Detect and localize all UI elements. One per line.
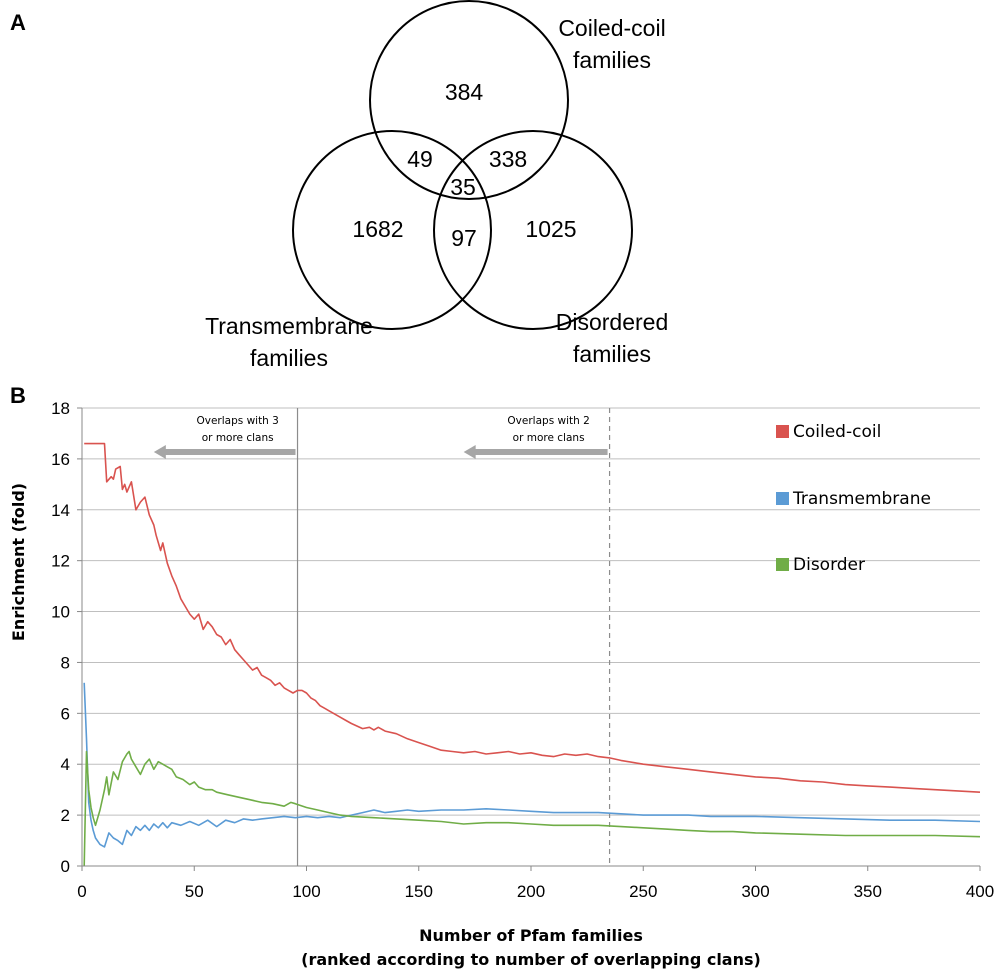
venn-count-all-three: 35 <box>450 174 476 200</box>
venn-label-disordered-line2: families <box>573 341 651 367</box>
y-axis-title: Enrichment (fold) <box>9 483 28 641</box>
legend-swatch-coiled-coil <box>776 425 789 438</box>
venn-count-coiled-only: 384 <box>445 79 484 105</box>
x-tick-label-50: 50 <box>185 882 204 901</box>
x-tick-label-200: 200 <box>517 882 545 901</box>
chart-tick-labels: 0 2 4 6 8 10 12 14 16 18 0 50 100 150 200 250 300 350 400 <box>51 399 994 901</box>
venn-circle-transmembrane <box>292 130 492 330</box>
y-tick-label-6: 6 <box>61 704 70 723</box>
legend-label-coiled-coil: Coiled-coil <box>793 422 881 442</box>
legend-swatch-transmembrane <box>776 492 789 505</box>
legend-swatch-disorder <box>776 558 789 571</box>
annotation-text-1-line2: or more clans <box>202 432 274 444</box>
venn-circle-coiled-coil <box>369 0 569 200</box>
chart-annotations: Overlaps with 3 or more clans Overlaps wit… <box>153 408 611 866</box>
chart-axes <box>77 407 981 871</box>
series-line-disorder <box>83 750 981 867</box>
panel-a-label: A <box>10 10 26 35</box>
annotation-text-2-line1: Overlaps with 2 <box>507 415 589 427</box>
x-axis-title: Number of Pfam families <box>419 926 643 945</box>
venn-count-transmembrane-disordered: 97 <box>451 225 477 251</box>
venn-label-coiled-line1: Coiled-coil <box>558 15 665 41</box>
panel-a: A Coiled-coil families Transmembrane fam… <box>10 0 669 371</box>
annotation-arrow-head-2 <box>463 445 476 459</box>
x-tick-label-300: 300 <box>741 882 769 901</box>
chart-series <box>83 442 981 867</box>
annotation-text-1-line1: Overlaps with 3 <box>196 415 278 427</box>
y-tick-label-12: 12 <box>51 552 70 571</box>
series-line-coiled-coil <box>84 442 981 793</box>
venn-count-coiled-disordered: 338 <box>489 146 527 172</box>
x-tick-label-250: 250 <box>629 882 657 901</box>
y-tick-label-0: 0 <box>61 857 70 876</box>
legend-label-transmembrane: Transmembrane <box>792 489 931 509</box>
panel-b-label: B <box>10 383 26 408</box>
venn-circle-disordered <box>433 130 633 330</box>
legend-label-disorder: Disorder <box>793 555 865 575</box>
x-axis-subtitle: (ranked according to number of overlappi… <box>301 950 761 969</box>
venn-count-coiled-transmembrane: 49 <box>407 146 433 172</box>
venn-count-disordered-only: 1025 <box>525 216 576 242</box>
chart-gridlines <box>82 407 980 816</box>
chart-legend: Coiled-coil Transmembrane Disorder <box>776 422 931 575</box>
y-tick-label-16: 16 <box>51 450 70 469</box>
venn-count-transmembrane-only: 1682 <box>352 216 403 242</box>
x-tick-label-0: 0 <box>77 882 86 901</box>
annotation-arrow-head-1 <box>153 445 166 459</box>
y-tick-label-2: 2 <box>61 806 70 825</box>
series-line-transmembrane <box>83 682 981 848</box>
y-tick-label-10: 10 <box>51 603 70 622</box>
x-tick-label-100: 100 <box>292 882 320 901</box>
x-tick-label-150: 150 <box>405 882 433 901</box>
x-tick-label-400: 400 <box>966 882 994 901</box>
venn-label-disordered-line1: Disordered <box>556 309 669 335</box>
venn-label-coiled-line2: families <box>573 47 651 73</box>
x-tick-label-350: 350 <box>854 882 882 901</box>
y-tick-label-18: 18 <box>51 399 70 418</box>
y-tick-label-14: 14 <box>51 501 70 520</box>
annotation-text-2-line2: or more clans <box>513 432 585 444</box>
y-tick-label-4: 4 <box>61 755 70 774</box>
y-tick-label-8: 8 <box>61 653 70 672</box>
venn-label-transmembrane-line2: families <box>250 345 328 371</box>
venn-label-transmembrane-line1: Transmembrane <box>205 313 373 339</box>
